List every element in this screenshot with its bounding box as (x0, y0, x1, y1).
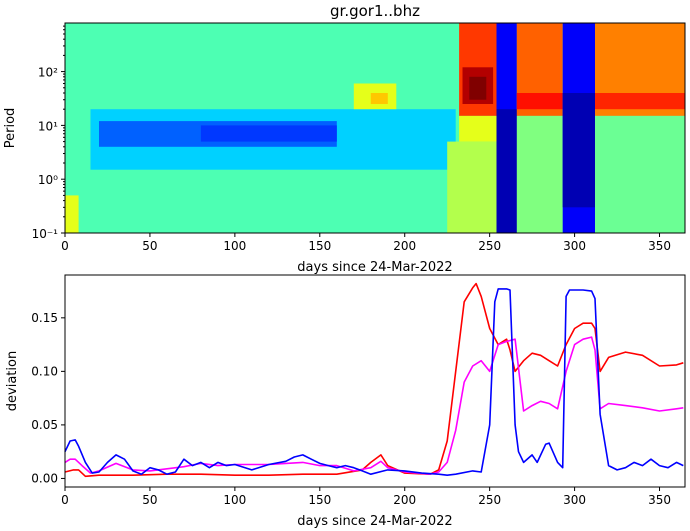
x-tick-label: 0 (61, 239, 69, 253)
deviation-plot-area (64, 282, 684, 478)
spectrogram-y-axis-label: Period (3, 108, 18, 149)
spectrogram-plot-area (65, 23, 685, 233)
x-tick-label: 150 (308, 493, 331, 507)
x-tick-label: 200 (393, 493, 416, 507)
y-tick-label: 0.00 (31, 471, 58, 485)
spectrogram-x-axis-label: days since 24-Mar-2022 (297, 260, 452, 275)
y-tick-label: 10⁰ (38, 173, 58, 187)
x-tick-label: 50 (142, 239, 157, 253)
heatmap-cell (200, 125, 337, 142)
heatmap-cell (516, 93, 563, 110)
y-tick-label: 0.05 (31, 418, 58, 432)
x-tick-label: 350 (648, 239, 671, 253)
series-line (64, 282, 684, 478)
heatmap-cell (447, 141, 497, 233)
x-tick-label: 300 (563, 239, 586, 253)
heatmap-cell (516, 115, 563, 233)
x-tick-label: 50 (142, 493, 157, 507)
series-line (64, 288, 684, 477)
y-tick-label: 0.10 (31, 364, 58, 378)
y-tick-label: 0.15 (31, 311, 58, 325)
heatmap-cell (562, 93, 595, 208)
spectrogram-panel: 0 50 100 150 200 250 300 350 10⁻¹ 10⁰ 10¹ 10² days… (3, 22, 686, 275)
x-tick-label: 250 (478, 239, 501, 253)
heatmap-cell (459, 115, 497, 142)
x-tick-label: 100 (223, 493, 246, 507)
series-line (64, 336, 684, 476)
deviation-x-axis-label: days since 24-Mar-2022 (297, 514, 452, 529)
x-tick-label: 250 (478, 493, 501, 507)
y-tick-label: 10⁻¹ (32, 227, 59, 241)
x-tick-label: 150 (308, 239, 331, 253)
spectrogram-x-ticks: 0 50 100 150 200 250 300 350 (61, 233, 671, 253)
heatmap-cell (595, 93, 685, 110)
x-tick-label: 100 (223, 239, 246, 253)
heatmap-cell (370, 93, 388, 104)
heatmap-cell (65, 195, 79, 233)
deviation-y-ticks: 0.00 0.05 0.10 0.15 (31, 311, 65, 485)
y-tick-label: 10² (38, 66, 58, 80)
heatmap-cell (469, 76, 487, 100)
x-tick-label: 200 (393, 239, 416, 253)
deviation-x-ticks: 0 50 100 150 200 250 300 350 (61, 487, 671, 507)
x-tick-label: 0 (61, 493, 69, 507)
spectrogram-y-ticks: 10⁻¹ 10⁰ 10¹ 10² (32, 25, 65, 241)
chart-title: gr.gor1..bhz (330, 2, 420, 20)
deviation-panel: 0 50 100 150 200 250 300 350 0.00 0.05 0.10 0.15 d… (5, 274, 686, 529)
heatmap-cell (496, 109, 517, 233)
x-tick-label: 300 (563, 493, 586, 507)
deviation-frame (64, 274, 686, 488)
y-tick-label: 10¹ (38, 119, 58, 133)
deviation-y-axis-label: deviation (5, 351, 20, 411)
heatmap-cell (595, 115, 685, 233)
x-tick-label: 350 (648, 493, 671, 507)
